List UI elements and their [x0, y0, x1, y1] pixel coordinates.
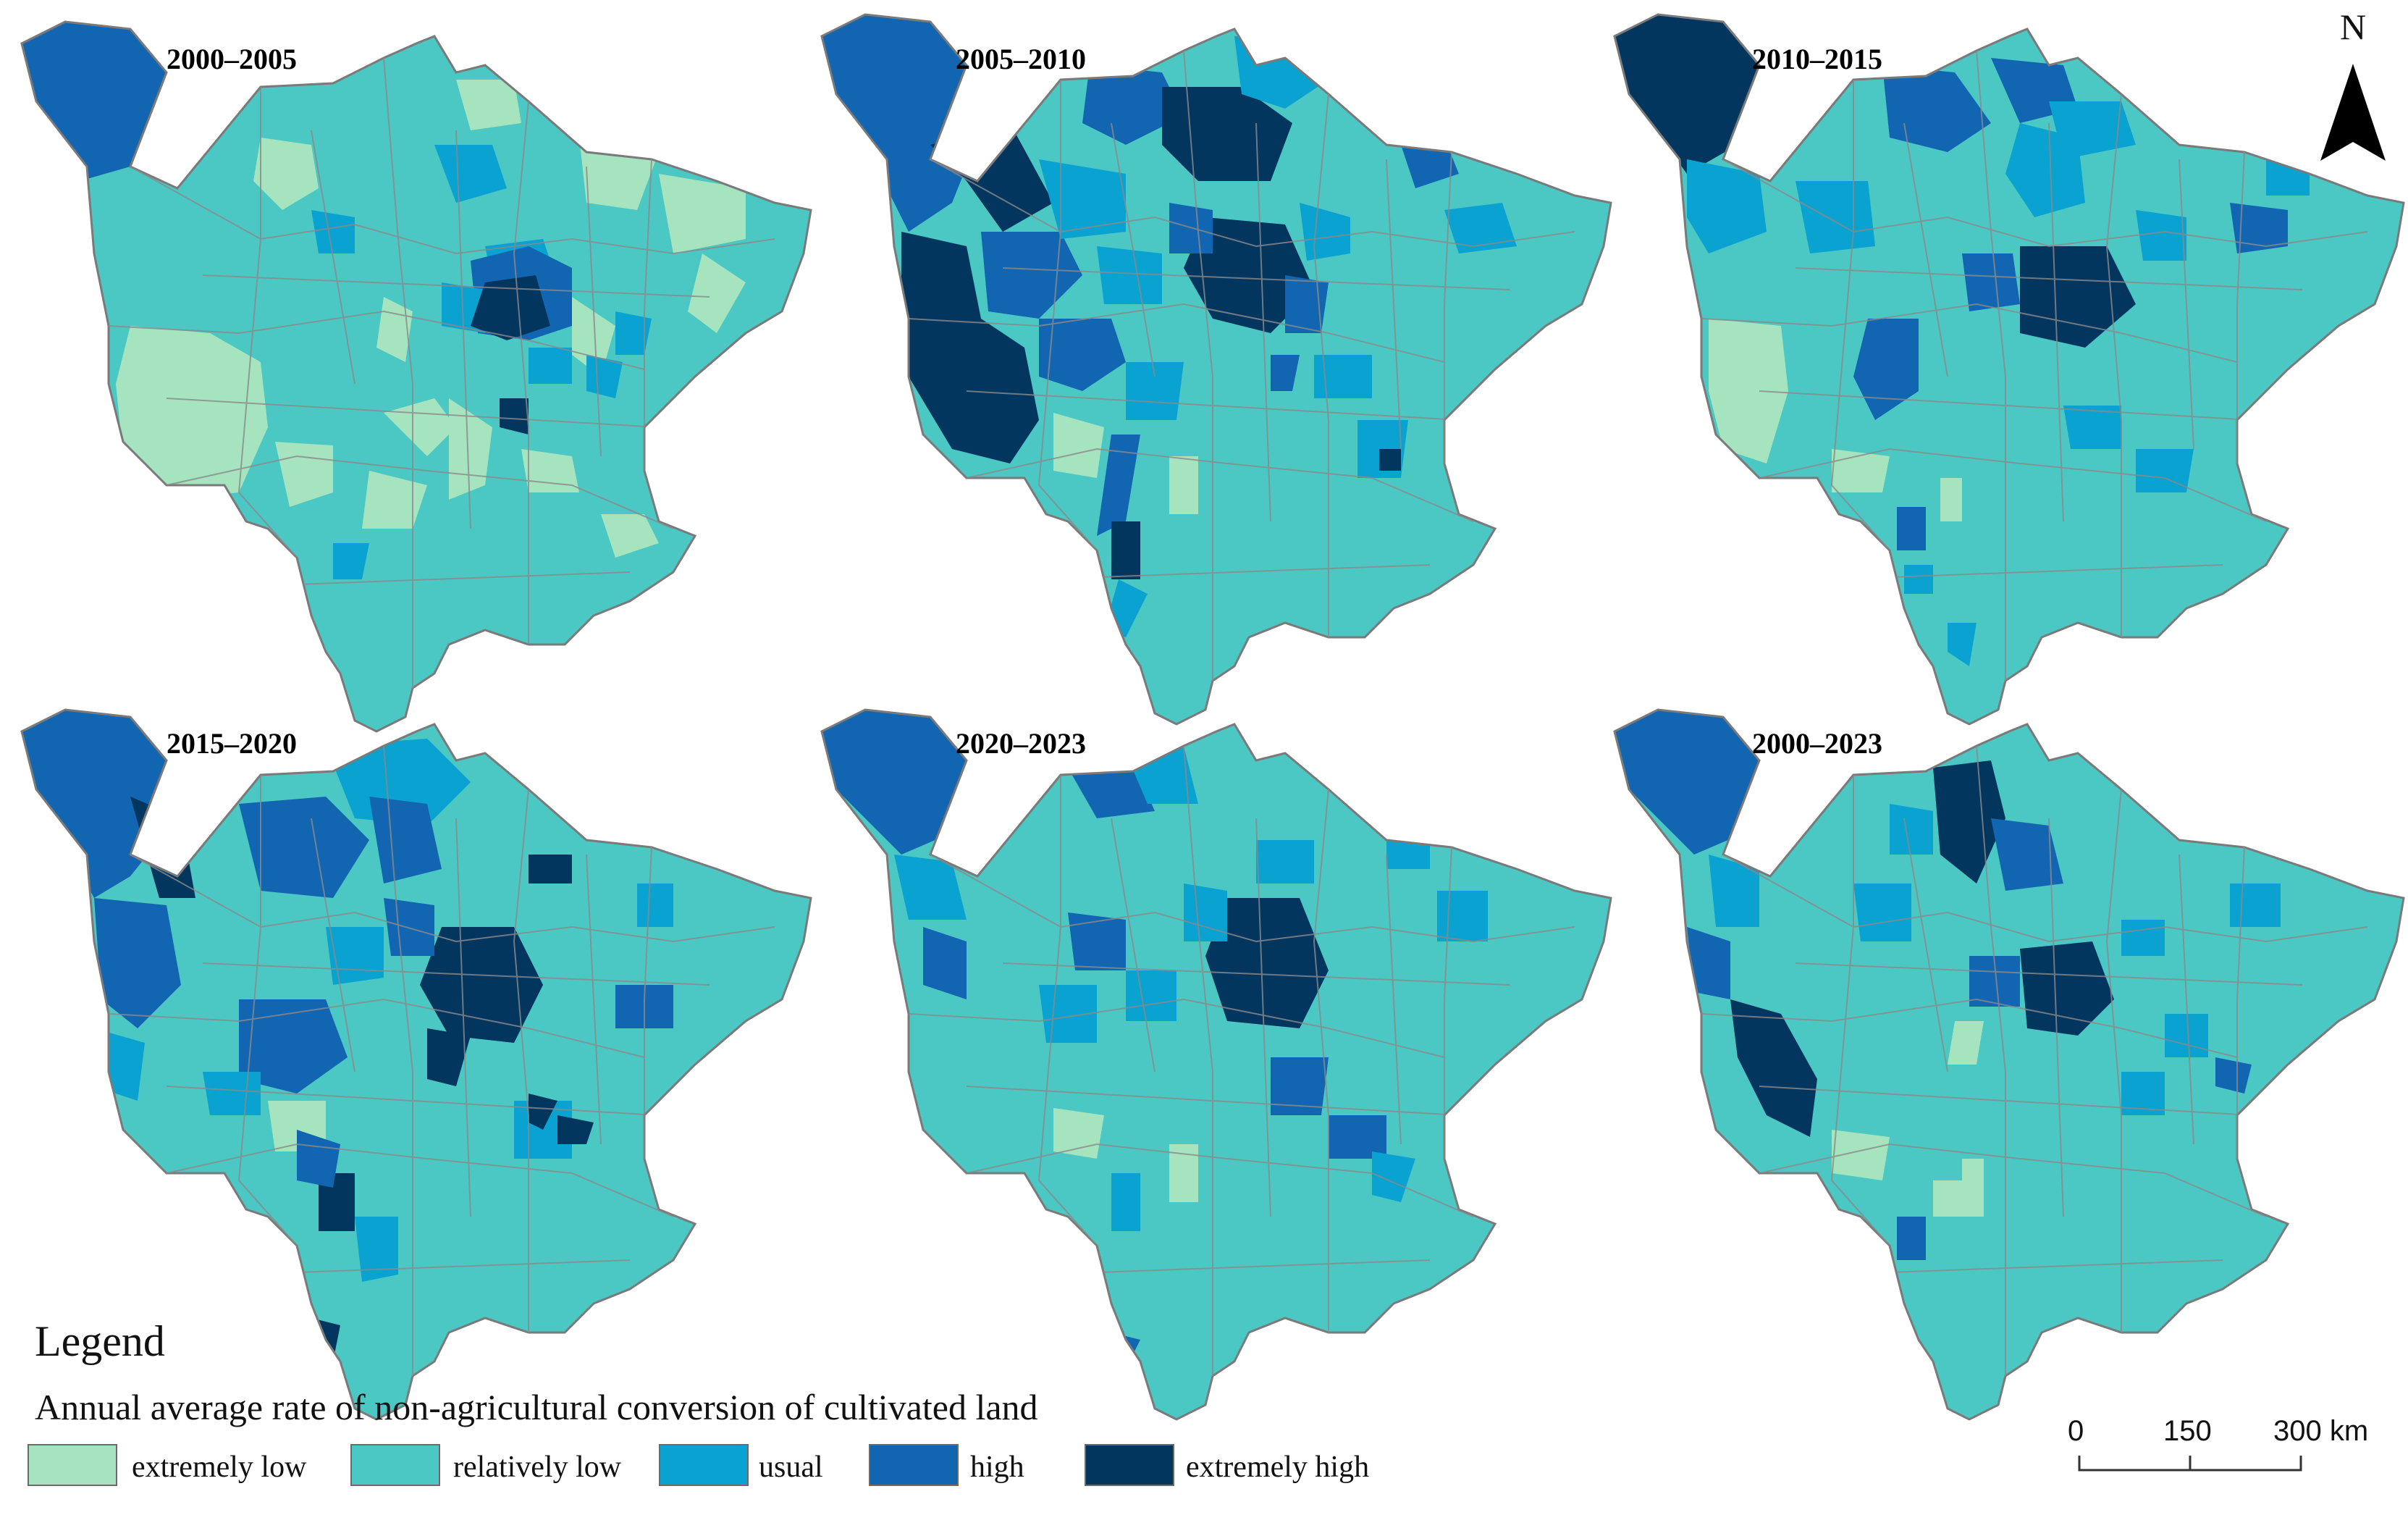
scale-bar — [2078, 1456, 2302, 1472]
panel-title-1: 2000–2005 — [167, 43, 297, 75]
legend-row: extremely low relatively low usual high … — [28, 1441, 1475, 1492]
map-panel-6: 2000–2023 — [1613, 708, 2405, 1421]
scale-label-0: 0 — [2068, 1415, 2084, 1447]
legend-swatch-usual — [659, 1444, 749, 1486]
legend-label-high: high — [970, 1451, 1024, 1484]
north-label: N — [2340, 7, 2367, 47]
legend-label-extremely-high: extremely high — [1186, 1451, 1370, 1484]
legend-subtitle: Annual average rate of non-agricultural … — [35, 1387, 1038, 1427]
legend-label-extremely-low: extremely low — [132, 1451, 307, 1484]
scale-label-300: 300 km — [2273, 1415, 2369, 1447]
panel-title-5: 2020–2023 — [956, 727, 1086, 760]
legend-label-relatively-low: relatively low — [453, 1451, 622, 1484]
legend-swatch-high — [869, 1444, 959, 1486]
north-arrow-icon — [2320, 64, 2386, 161]
panel-title-2: 2005–2010 — [956, 43, 1086, 75]
panel-title-6: 2000–2023 — [1752, 727, 1882, 760]
legend-swatch-relatively-low — [350, 1444, 440, 1486]
legend-title: Legend — [35, 1317, 165, 1365]
legend-label-usual: usual — [759, 1451, 823, 1484]
panel-title-3: 2010–2015 — [1752, 43, 1882, 75]
panel-title-4: 2015–2020 — [167, 727, 297, 760]
map-panel-1: 2000–2005 — [20, 20, 812, 733]
map-panel-2: 2005–2010 — [820, 13, 1612, 726]
map-panel-5: 2020–2023 — [820, 708, 1612, 1421]
map-panel-3: 2010–2015 — [1613, 13, 2405, 726]
legend-swatch-extremely-high — [1085, 1444, 1174, 1486]
legend-swatch-extremely-low — [28, 1444, 117, 1486]
scale-label-150: 150 — [2163, 1415, 2212, 1447]
